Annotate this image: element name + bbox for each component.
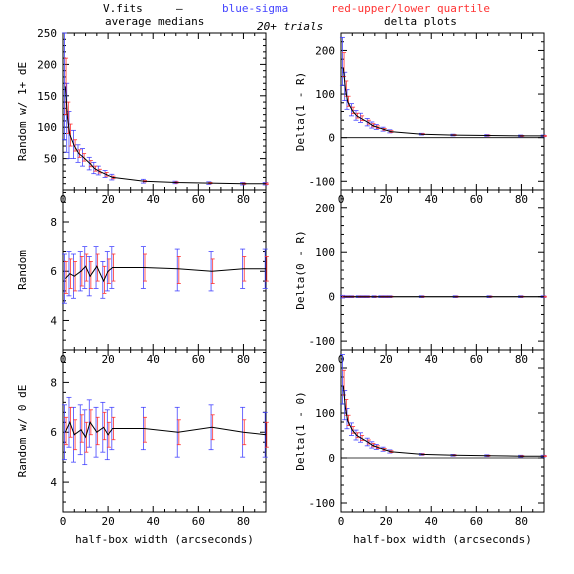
x-tick-label: 60 — [470, 193, 483, 206]
right-title: delta plots — [384, 15, 457, 28]
y-tick-label: 250 — [37, 27, 57, 40]
y-tick-label: 6 — [50, 426, 57, 439]
y-axis-label: Delta(1 - R) — [294, 72, 307, 151]
x-tick-label: 0 — [338, 515, 345, 528]
y-tick-label: -100 — [309, 335, 336, 348]
median-line — [64, 420, 267, 439]
x-tick-label: 40 — [147, 515, 160, 528]
median-line — [342, 67, 544, 137]
y-tick-label: 100 — [315, 88, 335, 101]
median-line — [64, 265, 266, 283]
x-tick-label: 20 — [101, 515, 114, 528]
y-tick-label: -100 — [309, 497, 336, 510]
x-tick-label: 80 — [237, 515, 250, 528]
y-tick-label: 200 — [37, 58, 57, 71]
panel-left-bot: 0 20 40 60 80 4 6 8 Random w/ 0 dE half-box width… — [16, 349, 269, 546]
y-tick-label: -100 — [309, 175, 336, 188]
y-tick-label: 0 — [328, 452, 335, 465]
x-tick-label: 20 — [101, 193, 114, 206]
y-tick-label: 200 — [315, 202, 335, 215]
x-tick-label: 20 — [379, 353, 392, 366]
y-tick-label: 150 — [37, 90, 57, 103]
left-title: average medians — [105, 15, 204, 28]
x-tick-label: 60 — [192, 353, 205, 366]
y-tick-label: 0 — [328, 291, 335, 304]
y-tick-label: 100 — [315, 407, 335, 420]
plot-frame — [340, 32, 545, 191]
x-tick-label: 60 — [192, 193, 205, 206]
y-tick-label: 6 — [50, 265, 57, 278]
x-tick-label: 40 — [147, 353, 160, 366]
x-tick-label: 60 — [470, 353, 483, 366]
x-tick-label: 80 — [237, 193, 250, 206]
x-tick-label: 20 — [101, 353, 114, 366]
header-red-label: red-upper/lower quartile — [331, 2, 490, 15]
x-tick-label: 40 — [147, 193, 160, 206]
plot-frame — [340, 189, 545, 351]
header-dash: – — [176, 2, 183, 15]
x-tick-label: 60 — [192, 515, 205, 528]
y-tick-label: 100 — [37, 121, 57, 134]
y-tick-label: 50 — [44, 153, 57, 166]
y-tick-label: 8 — [50, 216, 57, 229]
x-tick-label: 60 — [470, 515, 483, 528]
x-tick-label: 20 — [379, 515, 392, 528]
y-tick-label: 8 — [50, 376, 57, 389]
y-tick-label: 0 — [328, 132, 335, 145]
x-tick-label: 0 — [60, 515, 67, 528]
y-axis-label: Random w/ 0 dE — [16, 385, 29, 478]
header-blue-label: blue-sigma — [222, 2, 288, 15]
x-tick-label: 80 — [237, 353, 250, 366]
x-axis-label: half-box width (arcseconds) — [353, 533, 532, 546]
median-line — [342, 385, 544, 457]
x-axis-label: half-box width (arcseconds) — [75, 533, 254, 546]
x-tick-label: 40 — [425, 193, 438, 206]
y-axis-label: Delta(1 - 0) — [294, 391, 307, 470]
header-filename: V.fits — [103, 2, 143, 15]
header-trials: 20+ trials — [257, 20, 323, 33]
y-axis-label: Delta(0 - R) — [294, 230, 307, 309]
x-tick-label: 80 — [515, 353, 528, 366]
x-tick-label: 40 — [425, 353, 438, 366]
y-axis-label: Random — [16, 250, 29, 290]
y-tick-label: 4 — [50, 314, 57, 327]
x-tick-label: 80 — [515, 515, 528, 528]
x-tick-label: 80 — [515, 193, 528, 206]
plot-frame — [340, 349, 545, 513]
median-line — [64, 86, 266, 185]
y-tick-label: 200 — [315, 44, 335, 57]
y-tick-label: 100 — [315, 246, 335, 259]
plot-frame — [62, 189, 267, 351]
x-tick-label: 40 — [425, 515, 438, 528]
y-tick-label: 200 — [315, 362, 335, 375]
y-tick-label: 4 — [50, 476, 57, 489]
y-axis-label: Random w/ 1+ dE — [16, 62, 29, 161]
x-tick-label: 20 — [379, 193, 392, 206]
